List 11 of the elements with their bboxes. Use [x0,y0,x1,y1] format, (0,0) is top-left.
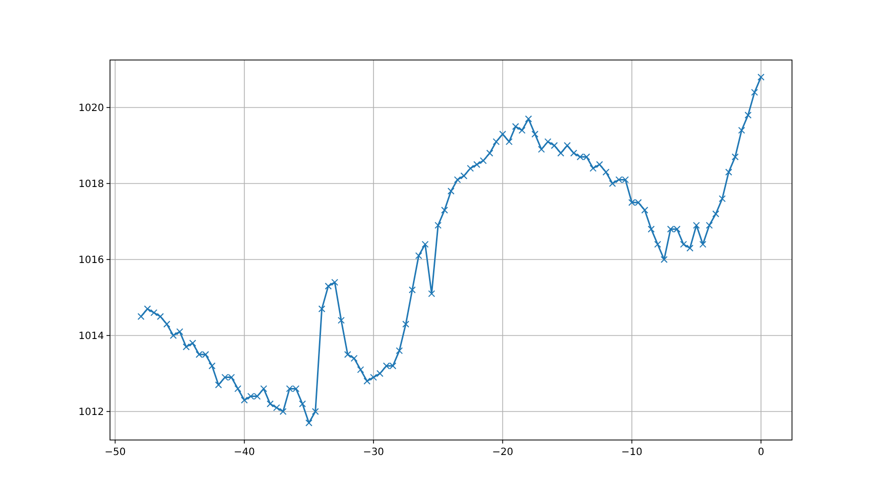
x-tick-label: −40 [234,447,255,458]
x-tick-label: −50 [104,447,126,458]
x-tick-label: −10 [621,447,642,458]
x-tick-label: −20 [492,447,514,458]
x-tick-label: 0 [758,447,764,458]
y-tick-label: 1016 [78,255,104,266]
y-tick-label: 1012 [78,407,104,418]
y-tick-label: 1018 [78,179,104,190]
y-tick-label: 1020 [78,103,104,114]
y-tick-label: 1014 [78,331,104,342]
x-tick-label: −30 [362,447,384,458]
